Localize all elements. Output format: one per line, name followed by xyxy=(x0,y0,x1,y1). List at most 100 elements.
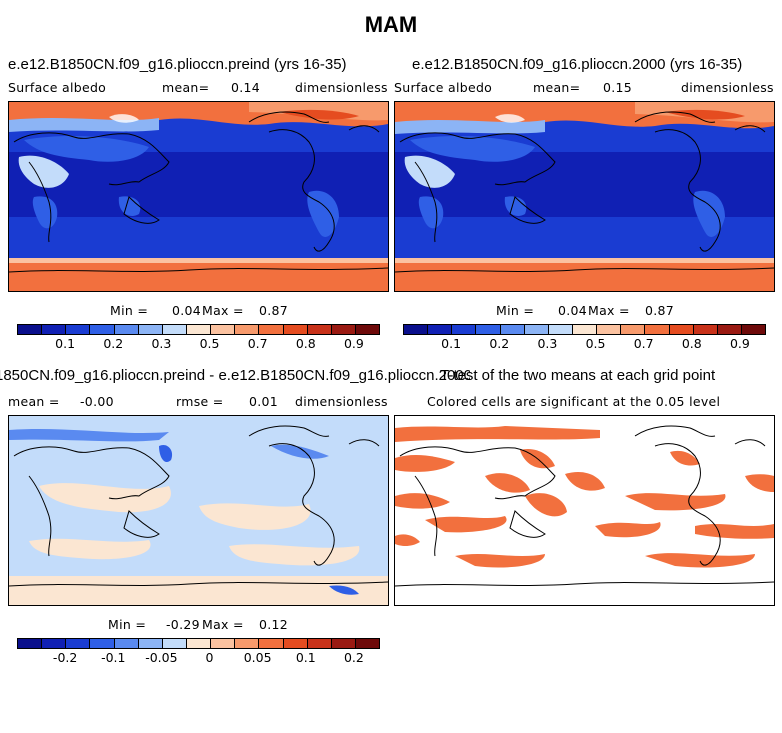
colorbar-tick-label: 0.1 xyxy=(295,650,316,665)
colorbar-segment xyxy=(621,325,646,334)
panel2-mean-label: mean= xyxy=(533,80,581,95)
panel4-significance-field xyxy=(395,416,774,605)
panel3-difference-field xyxy=(9,416,388,605)
colorbar-segment xyxy=(283,325,308,334)
panel3-title: e.e12.B1850CN.f09_g16.plioccn.preind - e… xyxy=(0,367,470,384)
colorbar-tick-label: 0.2 xyxy=(343,650,364,665)
colorbar-segment xyxy=(211,325,236,334)
colorbar-segment xyxy=(331,639,356,648)
panel1-map xyxy=(8,101,389,292)
colorbar-segment xyxy=(186,325,212,334)
panel2-units: dimensionless xyxy=(681,80,774,95)
panel3-rmse-value: 0.01 xyxy=(249,394,279,409)
panel3-colorbar-ticks: -0.2 -0.1 -0.05 0 0.05 0.1 0.2 xyxy=(17,650,380,666)
colorbar-segment xyxy=(307,325,332,334)
panel2-map xyxy=(394,101,775,292)
panel2-albedo-field xyxy=(395,102,774,291)
colorbar-segment xyxy=(741,325,766,334)
panel1-min-label: Min = xyxy=(110,303,149,318)
colorbar-segment xyxy=(259,325,284,334)
colorbar-tick-label: 0.5 xyxy=(199,336,220,351)
colorbar-segment xyxy=(572,325,598,334)
panel3-units: dimensionless xyxy=(295,394,388,409)
colorbar-segment xyxy=(18,325,43,334)
colorbar-segment xyxy=(66,639,91,648)
colorbar-segment xyxy=(259,639,284,648)
colorbar-tick-label: 0 xyxy=(205,650,214,665)
colorbar-tick-label: 0.7 xyxy=(633,336,654,351)
colorbar-tick-label: -0.2 xyxy=(52,650,78,665)
colorbar-segment xyxy=(404,325,429,334)
colorbar-segment xyxy=(235,325,260,334)
colorbar-segment xyxy=(669,325,694,334)
colorbar-tick-label: 0.3 xyxy=(151,336,172,351)
colorbar-segment xyxy=(693,325,718,334)
colorbar-tick-label: 0.5 xyxy=(585,336,606,351)
colorbar-segment xyxy=(138,325,163,334)
colorbar-segment xyxy=(114,639,139,648)
colorbar-tick-label: 0.9 xyxy=(343,336,364,351)
panel1-max-value: 0.87 xyxy=(259,303,289,318)
colorbar-tick-label: 0.1 xyxy=(55,336,76,351)
colorbar-segment xyxy=(235,639,260,648)
panel1-min-value: 0.04 xyxy=(172,303,202,318)
panel1-colorbar-ticks: 0.1 0.2 0.3 0.5 0.7 0.8 0.9 xyxy=(17,336,380,352)
colorbar-segment xyxy=(597,325,622,334)
colorbar-tick-label: 0.2 xyxy=(103,336,124,351)
colorbar-segment xyxy=(500,325,525,334)
colorbar-segment xyxy=(18,639,43,648)
colorbar-segment xyxy=(476,325,501,334)
colorbar-tick-label: 0.3 xyxy=(537,336,558,351)
panel2-max-label: Max = xyxy=(588,303,630,318)
colorbar-tick-label: 0.8 xyxy=(681,336,702,351)
panel3-min-label: Min = xyxy=(108,617,147,632)
panel2-mean-value: 0.15 xyxy=(603,80,633,95)
colorbar-tick-label: 0.1 xyxy=(441,336,462,351)
panel1-variable: Surface albedo xyxy=(8,80,107,95)
panel2-colorbar-ticks: 0.1 0.2 0.3 0.5 0.7 0.8 0.9 xyxy=(403,336,766,352)
panel3-max-label: Max = xyxy=(202,617,244,632)
colorbar-tick-label: 0.2 xyxy=(489,336,510,351)
colorbar-segment xyxy=(548,325,573,334)
panel2-min-value: 0.04 xyxy=(558,303,588,318)
panel3-rmse-label: rmse = xyxy=(176,394,224,409)
colorbar-segment xyxy=(428,325,453,334)
colorbar-segment xyxy=(355,639,380,648)
colorbar-tick-label: 0.7 xyxy=(247,336,268,351)
colorbar-tick-label: 0.8 xyxy=(295,336,316,351)
panel2-title: e.e12.B1850CN.f09_g16.plioccn.2000 (yrs … xyxy=(412,56,743,73)
panel3-map xyxy=(8,415,389,606)
colorbar-segment xyxy=(307,639,332,648)
colorbar-segment xyxy=(90,325,115,334)
colorbar-segment xyxy=(283,639,308,648)
panel1-max-label: Max = xyxy=(202,303,244,318)
panel3-min-value: -0.29 xyxy=(166,617,200,632)
panel1-units: dimensionless xyxy=(295,80,388,95)
panel4-title: T-test of the two means at each grid poi… xyxy=(440,367,716,384)
colorbar-segment xyxy=(645,325,670,334)
colorbar-segment xyxy=(524,325,549,334)
colorbar-segment xyxy=(162,325,187,334)
colorbar-segment xyxy=(331,325,356,334)
panel1-colorbar xyxy=(17,324,380,335)
colorbar-segment xyxy=(114,325,139,334)
colorbar-segment xyxy=(355,325,380,334)
colorbar-tick-label: -0.05 xyxy=(145,650,178,665)
panel3-mean-value: -0.00 xyxy=(80,394,114,409)
panel2-variable: Surface albedo xyxy=(394,80,493,95)
panel4-map xyxy=(394,415,775,606)
panel2-colorbar xyxy=(403,324,766,335)
panel3-mean-label: mean = xyxy=(8,394,60,409)
panel3-max-value: 0.12 xyxy=(259,617,289,632)
panel2-min-label: Min = xyxy=(496,303,535,318)
panel4-subtitle: Colored cells are significant at the 0.0… xyxy=(427,394,721,409)
colorbar-tick-label: 0.9 xyxy=(729,336,750,351)
colorbar-segment xyxy=(66,325,91,334)
panel1-albedo-field xyxy=(9,102,388,291)
colorbar-segment xyxy=(42,325,67,334)
colorbar-segment xyxy=(211,639,236,648)
colorbar-segment xyxy=(42,639,67,648)
colorbar-segment xyxy=(452,325,477,334)
panel2-max-value: 0.87 xyxy=(645,303,675,318)
colorbar-segment xyxy=(138,639,163,648)
